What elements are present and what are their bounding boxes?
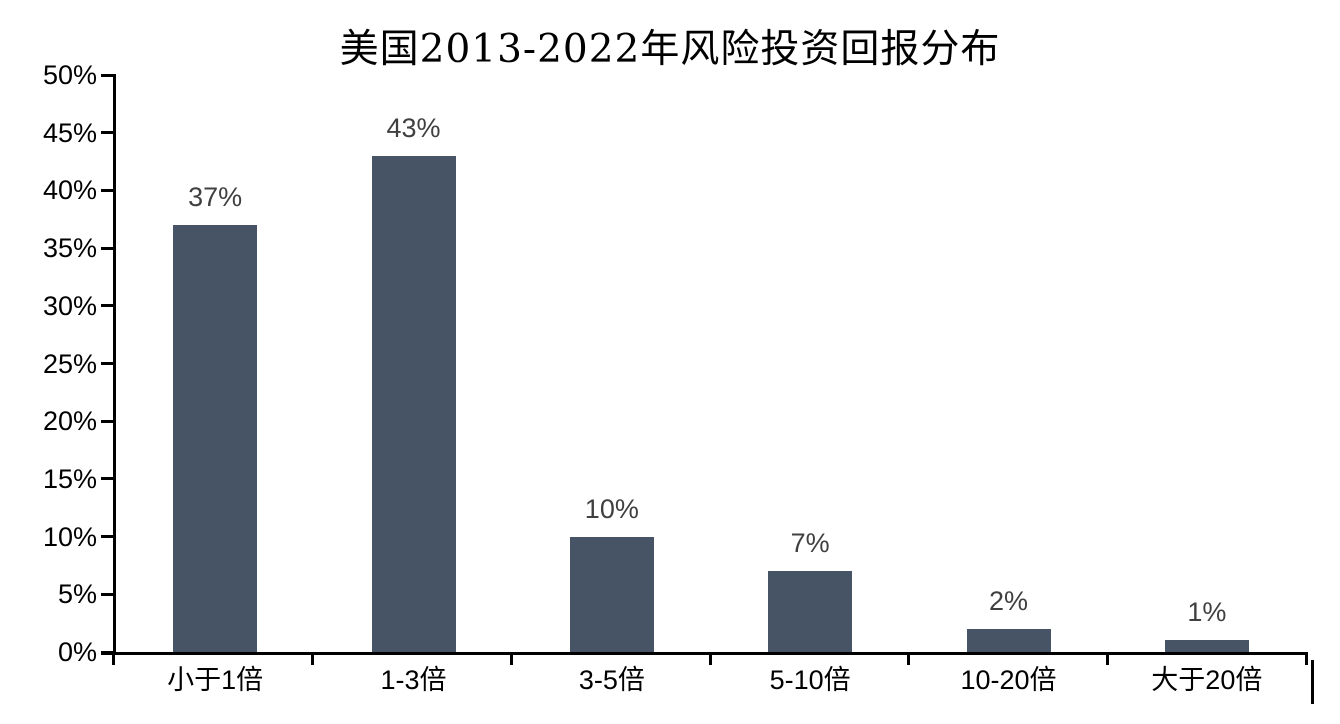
bar-value-label: 10%: [584, 493, 639, 524]
y-axis-tick-label: 50%: [42, 60, 97, 90]
y-axis-tick-label: 10%: [42, 521, 97, 552]
y-axis-tick-label: 25%: [42, 348, 97, 379]
y-axis-tick: [101, 362, 113, 365]
x-axis-tick: [907, 652, 911, 665]
y-axis-tick-label: 5%: [57, 579, 97, 610]
x-axis-category-label: 1-3倍: [380, 665, 447, 695]
y-axis-tick: [101, 535, 113, 539]
bar: [371, 155, 456, 652]
bar: [569, 536, 654, 652]
x-axis-tick: [509, 652, 513, 665]
bar: [173, 225, 258, 652]
y-axis-tick-label: 0%: [57, 637, 97, 667]
y-axis-tick: [101, 477, 113, 481]
x-axis-category-label: 3-5倍: [578, 665, 645, 695]
bar-value-label: 37%: [188, 182, 243, 213]
bar-value-label: 43%: [386, 112, 441, 143]
x-axis-line: [101, 652, 1306, 655]
y-axis-tick-label: 30%: [42, 290, 97, 321]
x-axis-category-label: 10-20倍: [960, 665, 1057, 695]
y-axis-tick: [101, 188, 113, 192]
y-axis-tick: [101, 304, 113, 308]
x-axis-category-label: 小于1倍: [167, 665, 264, 695]
y-axis-tick: [101, 73, 113, 77]
y-axis-tick: [101, 246, 113, 250]
x-axis-tick: [112, 652, 115, 665]
y-axis-tick: [101, 131, 113, 135]
y-axis-tick-label: 15%: [42, 463, 97, 494]
bar: [966, 628, 1051, 652]
y-axis-tick-label: 35%: [42, 233, 97, 264]
y-axis-line: [113, 74, 116, 655]
y-axis-tick: [101, 419, 113, 423]
x-axis-tick: [310, 652, 314, 665]
y-axis-tick-label: 40%: [42, 175, 97, 206]
right-edge-line: [1311, 660, 1314, 704]
x-axis-tick: [1305, 652, 1308, 665]
x-axis-category-label: 大于20倍: [1151, 665, 1263, 695]
y-axis-tick: [101, 650, 113, 654]
bar-value-label: 7%: [790, 528, 830, 559]
bar: [768, 571, 853, 652]
bar-value-label: 2%: [988, 585, 1029, 616]
bar: [1164, 640, 1249, 652]
x-axis-tick: [708, 652, 712, 665]
x-axis-tick: [1106, 652, 1110, 665]
chart-title: 美国2013-2022年风险投资回报分布: [339, 27, 1001, 72]
y-axis-tick-label: 45%: [42, 117, 97, 148]
bar-value-label: 1%: [1187, 597, 1227, 628]
x-axis-category-label: 5-10倍: [769, 665, 851, 695]
y-axis-tick-label: 20%: [42, 406, 97, 437]
y-axis-tick: [101, 592, 113, 596]
